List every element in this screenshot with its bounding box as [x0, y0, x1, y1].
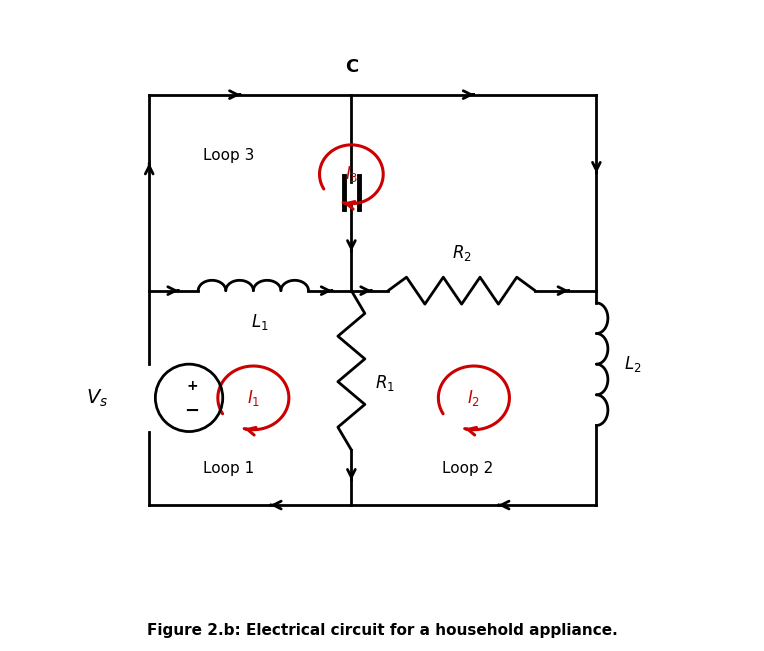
- Text: $L_2$: $L_2$: [624, 354, 642, 374]
- Text: $R_2$: $R_2$: [452, 243, 471, 263]
- Text: −: −: [185, 402, 199, 421]
- Text: $I_2$: $I_2$: [468, 388, 481, 408]
- Text: Loop 3: Loop 3: [203, 148, 254, 163]
- Text: +: +: [186, 379, 198, 393]
- Text: $L_1$: $L_1$: [251, 312, 268, 332]
- Text: C: C: [345, 58, 358, 76]
- Text: Loop 2: Loop 2: [442, 461, 494, 476]
- Text: Loop 1: Loop 1: [203, 461, 254, 476]
- Text: Figure 2.b: Electrical circuit for a household appliance.: Figure 2.b: Electrical circuit for a hou…: [147, 623, 617, 638]
- Text: $I_1$: $I_1$: [247, 388, 260, 408]
- Text: $R_1$: $R_1$: [374, 372, 394, 393]
- Text: $I_3$: $I_3$: [345, 164, 358, 184]
- Text: $V_s$: $V_s$: [86, 387, 108, 409]
